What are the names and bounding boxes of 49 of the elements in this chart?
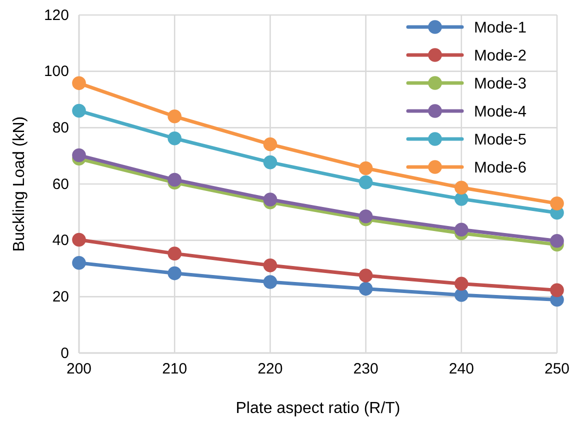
point [454,288,468,302]
legend-label: Mode-1 [474,20,527,36]
point [358,209,373,224]
point [168,110,182,124]
point [168,246,182,260]
point [550,196,564,210]
point [263,275,278,289]
x-tick-label: 250 [544,360,570,378]
point [263,155,278,170]
legend-label: Mode-4 [474,104,527,120]
point [72,232,86,247]
y-tick-label: 60 [52,176,69,193]
y-tick-label: 40 [52,232,69,250]
y-tick-label: 80 [52,119,69,136]
x-axis-title: Plate aspect ratio (R/T) [236,400,400,417]
point [168,266,182,280]
point [72,148,86,162]
y-tick-label: 120 [44,6,69,24]
legend-label: Mode-5 [474,132,527,148]
point [263,192,278,206]
point [168,131,182,146]
point [263,258,278,272]
y-axis-title: Buckling Load (kN) [11,116,28,252]
point [454,180,468,195]
point [72,256,86,270]
point [168,172,182,187]
x-tick-label: 240 [448,360,474,378]
y-tick-label: 100 [44,63,69,80]
y-tick-label: 0 [60,344,69,362]
y-tick-label: 20 [52,288,69,306]
legend-label: Mode-3 [474,76,527,92]
legend-label: Mode-2 [474,48,527,64]
point [263,137,278,152]
x-tick-label: 230 [353,360,378,378]
point [550,283,564,298]
point [358,268,373,282]
point [454,192,468,206]
legend-label: Mode-6 [474,160,527,176]
point [358,282,373,296]
x-tick-label: 210 [162,360,188,378]
point [358,175,373,190]
point [550,234,564,248]
x-tick-label: 200 [66,360,92,378]
point [72,76,86,90]
point [72,104,86,118]
point [358,161,373,176]
point [454,222,468,237]
point [454,276,468,291]
x-tick-label: 220 [258,360,283,378]
